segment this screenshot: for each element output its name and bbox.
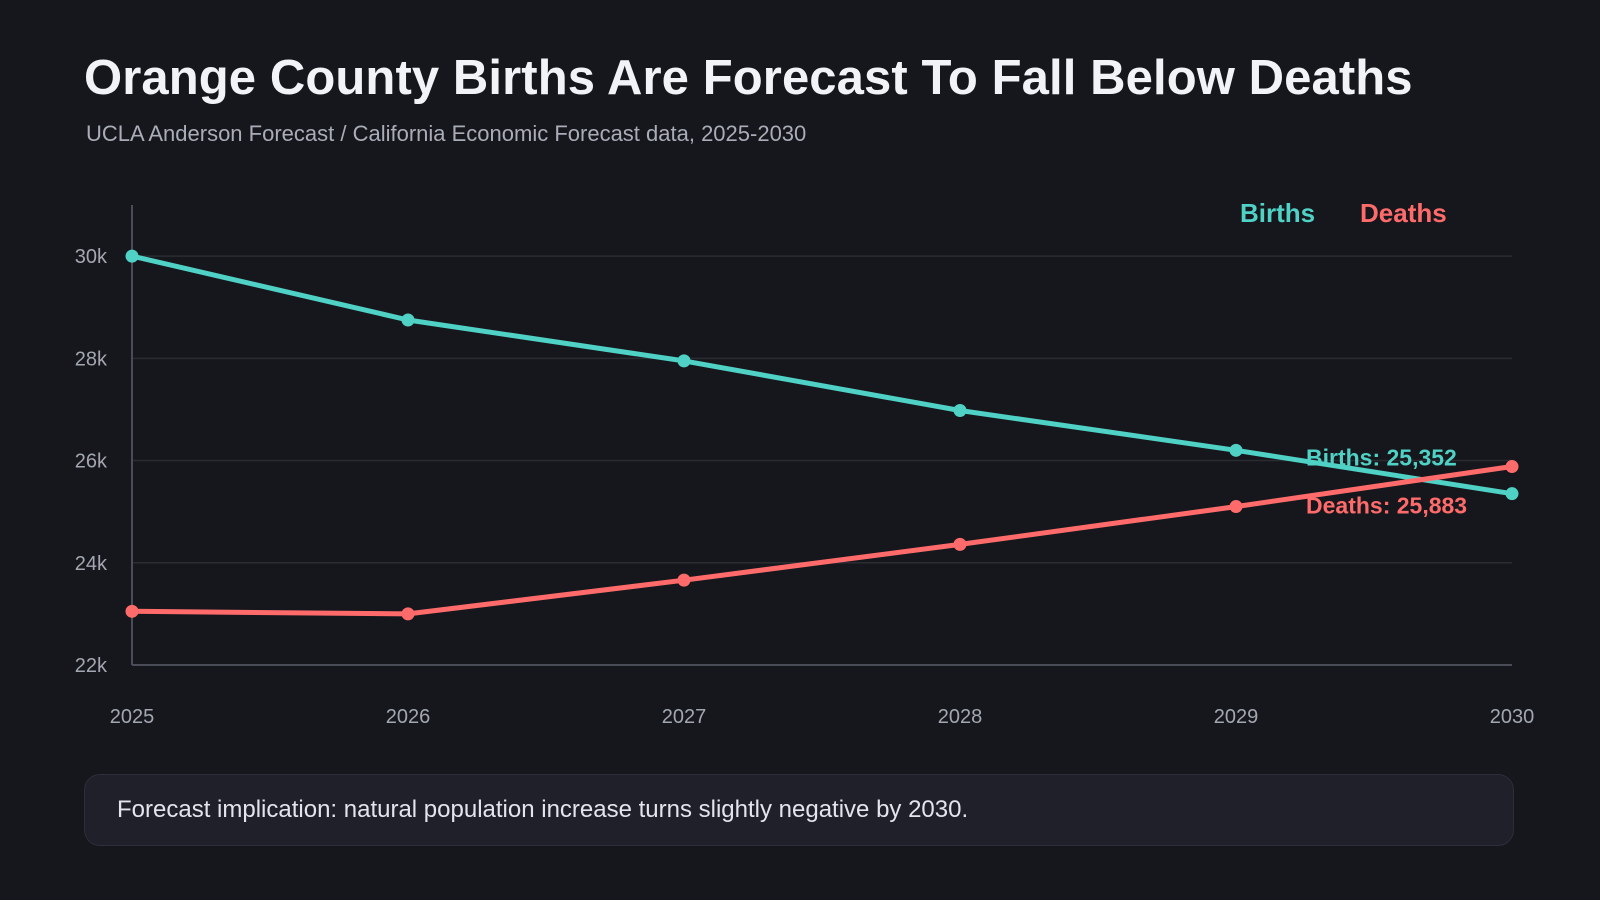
data-point-deaths [125,604,139,618]
forecast-note-text: Forecast implication: natural population… [117,796,969,823]
data-point-births [677,354,691,368]
x-tick-label: 2028 [938,706,983,728]
series-line-births [129,253,1515,497]
data-point-deaths [401,607,415,621]
data-point-deaths [1505,460,1519,474]
x-tick-label: 2025 [110,706,155,728]
axis-layer: 22k 24k 26k 28k 30k 2025 2026 2027 2028 2029 2030 [75,205,1535,728]
x-tick-label: 2026 [386,706,431,728]
y-tick-label: 28k [75,348,108,370]
forecast-note: Forecast implication: natural population… [84,774,1514,846]
data-point-births [1505,487,1519,501]
series-line-deaths [129,464,1515,617]
data-point-births [953,403,967,417]
end-label-deaths: Deaths: 25,883 [1306,493,1467,519]
data-point-deaths [677,573,691,587]
series-layer [125,249,1519,621]
chart-subtitle: UCLA Anderson Forecast / California Econ… [86,121,807,146]
data-point-births [1229,443,1243,457]
legend-item-deaths: Deaths [1360,198,1447,228]
x-tick-label: 2027 [662,706,707,728]
label-layer: Births Deaths Births: 25,352 Deaths: 25,883 [1240,198,1467,519]
y-tick-label: 26k [75,451,108,473]
chart-title: Orange County Births Are Forecast To Fal… [84,51,1413,105]
x-tick-label: 2029 [1214,706,1259,728]
x-tick-label: 2030 [1490,706,1535,728]
data-point-deaths [1229,500,1243,514]
data-point-births [125,249,139,263]
y-tick-label: 24k [75,553,108,575]
data-point-births [401,313,415,327]
data-point-deaths [953,537,967,551]
y-tick-label: 30k [75,246,108,268]
y-tick-label: 22k [75,655,108,677]
end-label-births: Births: 25,352 [1306,445,1457,471]
legend-item-births: Births [1240,198,1315,228]
